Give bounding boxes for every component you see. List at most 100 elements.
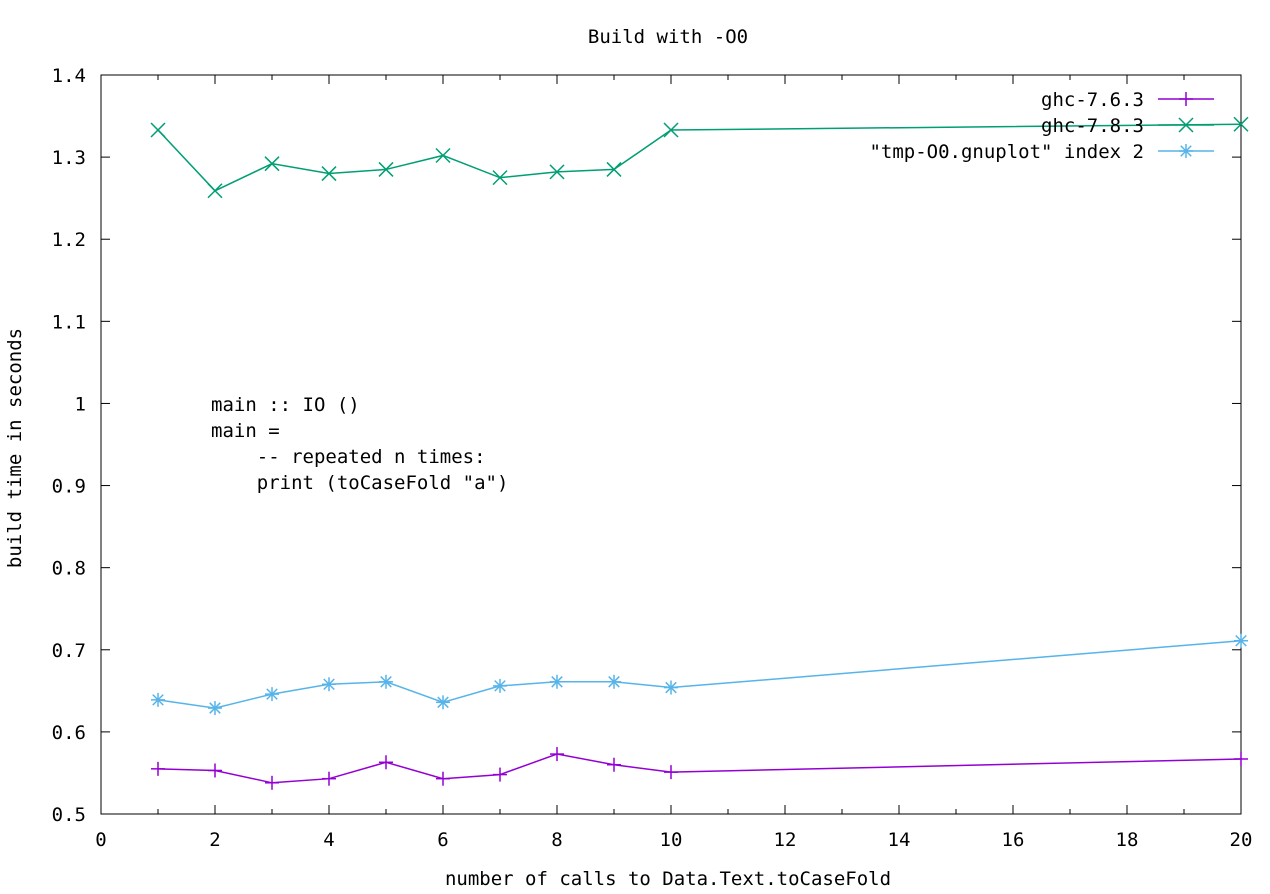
data-point — [436, 695, 450, 710]
marker-stroke — [665, 681, 677, 694]
annotation-line: main = — [211, 420, 280, 442]
data-point — [493, 678, 507, 693]
marker-stroke — [1235, 634, 1247, 647]
y-tick-label: 0.5 — [52, 804, 86, 826]
y-tick-label: 1.1 — [52, 311, 86, 333]
legend-marker — [1179, 144, 1193, 158]
marker-stroke — [323, 678, 335, 691]
marker-stroke — [1178, 117, 1194, 133]
plot-frame — [100, 74, 1242, 815]
data-point — [664, 765, 678, 780]
y-tick-label: 0.8 — [52, 558, 86, 580]
legend-item: "tmp-O0.gnuplot" index 2 — [869, 141, 1214, 163]
x-tick-label: 20 — [1230, 829, 1253, 851]
data-point — [607, 757, 621, 772]
x-axis-label: number of calls to Data.Text.toCaseFold — [445, 868, 891, 890]
marker-stroke — [1180, 145, 1192, 157]
y-tick-label: 0.9 — [52, 476, 86, 498]
series-1 — [150, 116, 1249, 199]
data-point — [322, 677, 336, 692]
legend-item: ghc-7.8.3 — [1041, 115, 1214, 137]
legend-label: ghc-7.6.3 — [1041, 89, 1144, 111]
data-point — [550, 674, 564, 689]
data-point — [264, 156, 280, 172]
marker-stroke — [378, 161, 394, 177]
marker-stroke — [663, 122, 679, 138]
data-point — [1234, 751, 1248, 766]
legend-label: "tmp-O0.gnuplot" index 2 — [869, 141, 1144, 163]
marker-stroke — [321, 166, 337, 182]
data-point — [379, 755, 393, 770]
x-tick-label: 0 — [95, 829, 106, 851]
y-tick-label: 0.6 — [52, 722, 86, 744]
x-tick-label: 2 — [209, 829, 220, 851]
marker-stroke — [150, 122, 166, 138]
x-tick-label: 8 — [551, 829, 562, 851]
chart-title: Build with -O0 — [588, 26, 748, 48]
data-point — [492, 170, 508, 186]
axis-ticks — [100, 74, 1242, 815]
marker-stroke — [435, 147, 451, 163]
data-point — [207, 183, 223, 199]
y-tick-label: 1 — [75, 393, 86, 415]
data-point — [664, 680, 678, 695]
marker-stroke — [207, 183, 223, 199]
x-tick-label: 16 — [1002, 829, 1025, 851]
data-point — [663, 122, 679, 138]
marker-stroke — [266, 688, 278, 700]
marker-stroke — [437, 696, 449, 709]
data-point — [208, 763, 222, 778]
data-point — [550, 747, 564, 762]
axis-tick-labels: 0 2 4 6 8 10 12 14 16 18 20 0.5 0.6 0.7 0.8 0.9 1 1.1 1.2 1… — [52, 65, 1253, 851]
annotation-line: main :: IO () — [211, 394, 360, 416]
legend-item: ghc-7.6.3 — [1041, 89, 1214, 111]
x-tick-label: 18 — [1116, 829, 1139, 851]
marker-stroke — [551, 676, 563, 688]
series-2 — [151, 633, 1248, 716]
marker-stroke — [152, 694, 164, 706]
data-point — [151, 692, 165, 707]
series-line — [157, 639, 1242, 709]
data-point — [265, 775, 279, 790]
marker-stroke — [494, 680, 506, 692]
data-point — [379, 674, 393, 689]
marker-stroke — [608, 676, 620, 688]
marker-stroke — [1233, 116, 1249, 132]
data-point — [151, 761, 165, 776]
data-point — [208, 701, 222, 716]
data-point — [549, 164, 565, 180]
legend: ghc-7.6.3 ghc-7.8.3 "tmp-O0.gnuplot" index… — [869, 89, 1214, 163]
marker-stroke — [380, 676, 392, 688]
data-point — [606, 161, 622, 177]
x-tick-label: 14 — [888, 829, 911, 851]
data-point — [322, 771, 336, 786]
x-tick-label: 4 — [323, 829, 334, 851]
data-point — [321, 166, 337, 182]
marker-stroke — [606, 161, 622, 177]
x-tick-label: 10 — [660, 829, 683, 851]
marker-stroke — [492, 170, 508, 186]
x-tick-label: 12 — [774, 829, 797, 851]
y-tick-label: 1.4 — [52, 65, 86, 87]
code-annotation: main :: IO ()main = -- repeated n times:… — [211, 394, 508, 494]
annotation-line: -- repeated n times: — [211, 446, 486, 468]
y-tick-label: 1.3 — [52, 147, 86, 169]
series-0 — [151, 747, 1248, 790]
y-tick-label: 0.7 — [52, 640, 86, 662]
data-point — [493, 767, 507, 782]
series-line — [157, 753, 1242, 784]
data-point — [1233, 116, 1249, 132]
data-point — [607, 674, 621, 689]
marker-stroke — [209, 702, 221, 714]
marker-stroke — [264, 156, 280, 172]
legend-label: ghc-7.8.3 — [1041, 115, 1144, 137]
y-axis-label: build time in seconds — [4, 328, 26, 568]
data-point — [436, 771, 450, 786]
data-point — [378, 161, 394, 177]
data-point — [1234, 633, 1248, 648]
data-point — [265, 687, 279, 702]
data-point — [435, 147, 451, 163]
x-tick-label: 6 — [437, 829, 448, 851]
legend-marker — [1178, 117, 1194, 133]
